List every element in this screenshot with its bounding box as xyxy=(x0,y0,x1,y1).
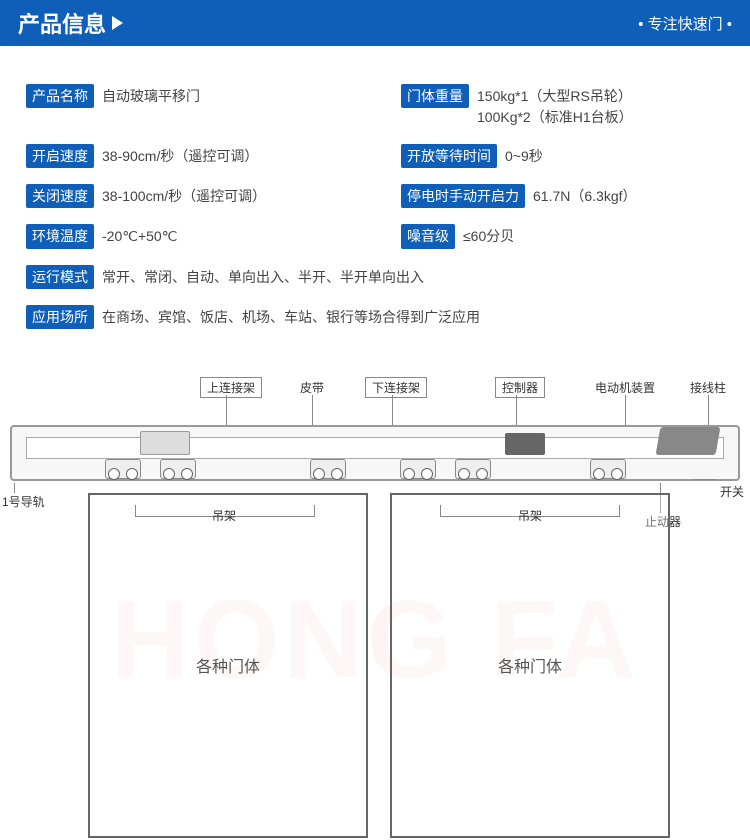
leader-line xyxy=(226,395,227,427)
header-title: 产品信息 xyxy=(18,7,123,39)
label-switch: 开关 xyxy=(720,483,744,500)
spec-row: 关闭速度 38-100cm/秒（遥控可调） 停电时手动开启力 61.7N（6.3… xyxy=(26,184,724,208)
label-terminal: 接线柱 xyxy=(690,379,726,396)
spec-row: 开启速度 38-90cm/秒（遥控可调） 开放等待时间 0~9秒 xyxy=(26,144,724,168)
track-inner xyxy=(26,437,724,459)
spec-label-noise: 噪音级 xyxy=(401,224,455,248)
label-lower-bracket: 下连接架 xyxy=(365,377,427,398)
spec-val-noise: ≤60分贝 xyxy=(463,224,514,247)
wheel-assembly xyxy=(400,459,436,479)
spec-label-close-speed: 关闭速度 xyxy=(26,184,94,208)
spec-label-app: 应用场所 xyxy=(26,305,94,329)
label-controller: 控制器 xyxy=(495,377,545,398)
label-hanger: 吊架 xyxy=(518,507,542,524)
spec-label-temp: 环境温度 xyxy=(26,224,94,248)
wheel-assembly xyxy=(310,459,346,479)
label-motor: 电动机装置 xyxy=(595,379,655,396)
spec-label-manual: 停电时手动开启力 xyxy=(401,184,525,208)
header-title-text: 产品信息 xyxy=(18,7,106,39)
door-left: 各种门体 xyxy=(88,493,368,838)
motor-box xyxy=(656,427,721,455)
spec-row: 环境温度 -20℃+50℃ 噪音级 ≤60分贝 xyxy=(26,224,724,248)
label-rail: 1号导轨 xyxy=(2,493,45,510)
door-label: 各种门体 xyxy=(196,653,260,677)
controller-box xyxy=(505,433,545,455)
header-bar: 产品信息 专注快速门 xyxy=(0,0,750,46)
spec-val-app: 在商场、宾馆、饭店、机场、车站、银行等场合得到广泛应用 xyxy=(102,305,480,328)
spec-val-manual: 61.7N（6.3kgf） xyxy=(533,184,637,207)
label-belt: 皮带 xyxy=(300,379,324,396)
wheel-assembly xyxy=(105,459,141,479)
spec-val-open-speed: 38-90cm/秒（遥控可调） xyxy=(102,144,258,167)
wheel-assembly xyxy=(590,459,626,479)
leader-line xyxy=(708,395,709,429)
spec-row: 应用场所 在商场、宾馆、饭店、机场、车站、银行等场合得到广泛应用 xyxy=(26,305,724,329)
spec-val-mode: 常开、常闭、自动、单向出入、半开、半开单向出入 xyxy=(102,265,424,288)
label-hanger: 吊架 xyxy=(212,507,236,524)
triangle-icon xyxy=(112,16,123,30)
diagram: HONG FA 上连接架 皮带 下连接架 控制器 电动机装置 接线柱 1号导轨 … xyxy=(0,365,750,840)
label-upper-bracket: 上连接架 xyxy=(200,377,262,398)
door-label: 各种门体 xyxy=(498,653,562,677)
spec-label-name: 产品名称 xyxy=(26,84,94,108)
mech-unit xyxy=(140,431,190,455)
spec-val-temp: -20℃+50℃ xyxy=(102,224,177,247)
spec-label-weight: 门体重量 xyxy=(401,84,469,108)
spec-val-name: 自动玻璃平移门 xyxy=(102,84,200,107)
leader-line xyxy=(694,479,716,480)
header-subtitle: 专注快速门 xyxy=(638,13,732,34)
leader-line xyxy=(625,395,626,429)
spec-val-wait: 0~9秒 xyxy=(505,144,543,167)
spec-label-wait: 开放等待时间 xyxy=(401,144,497,168)
spec-val-weight: 150kg*1（大型RS吊轮） 100Kg*2（标准H1台板） xyxy=(477,84,633,128)
door-right: 各种门体 xyxy=(390,493,670,838)
wheel-assembly xyxy=(160,459,196,479)
wheel-assembly xyxy=(455,459,491,479)
spec-label-mode: 运行模式 xyxy=(26,265,94,289)
leader-line xyxy=(392,395,393,427)
spec-row: 产品名称 自动玻璃平移门 门体重量 150kg*1（大型RS吊轮） 100Kg*… xyxy=(26,84,724,128)
leader-line xyxy=(14,483,15,493)
spec-val-close-speed: 38-100cm/秒（遥控可调） xyxy=(102,184,266,207)
spec-row: 运行模式 常开、常闭、自动、单向出入、半开、半开单向出入 xyxy=(26,265,724,289)
spec-table: 产品名称 自动玻璃平移门 门体重量 150kg*1（大型RS吊轮） 100Kg*… xyxy=(0,46,750,365)
spec-label-open-speed: 开启速度 xyxy=(26,144,94,168)
